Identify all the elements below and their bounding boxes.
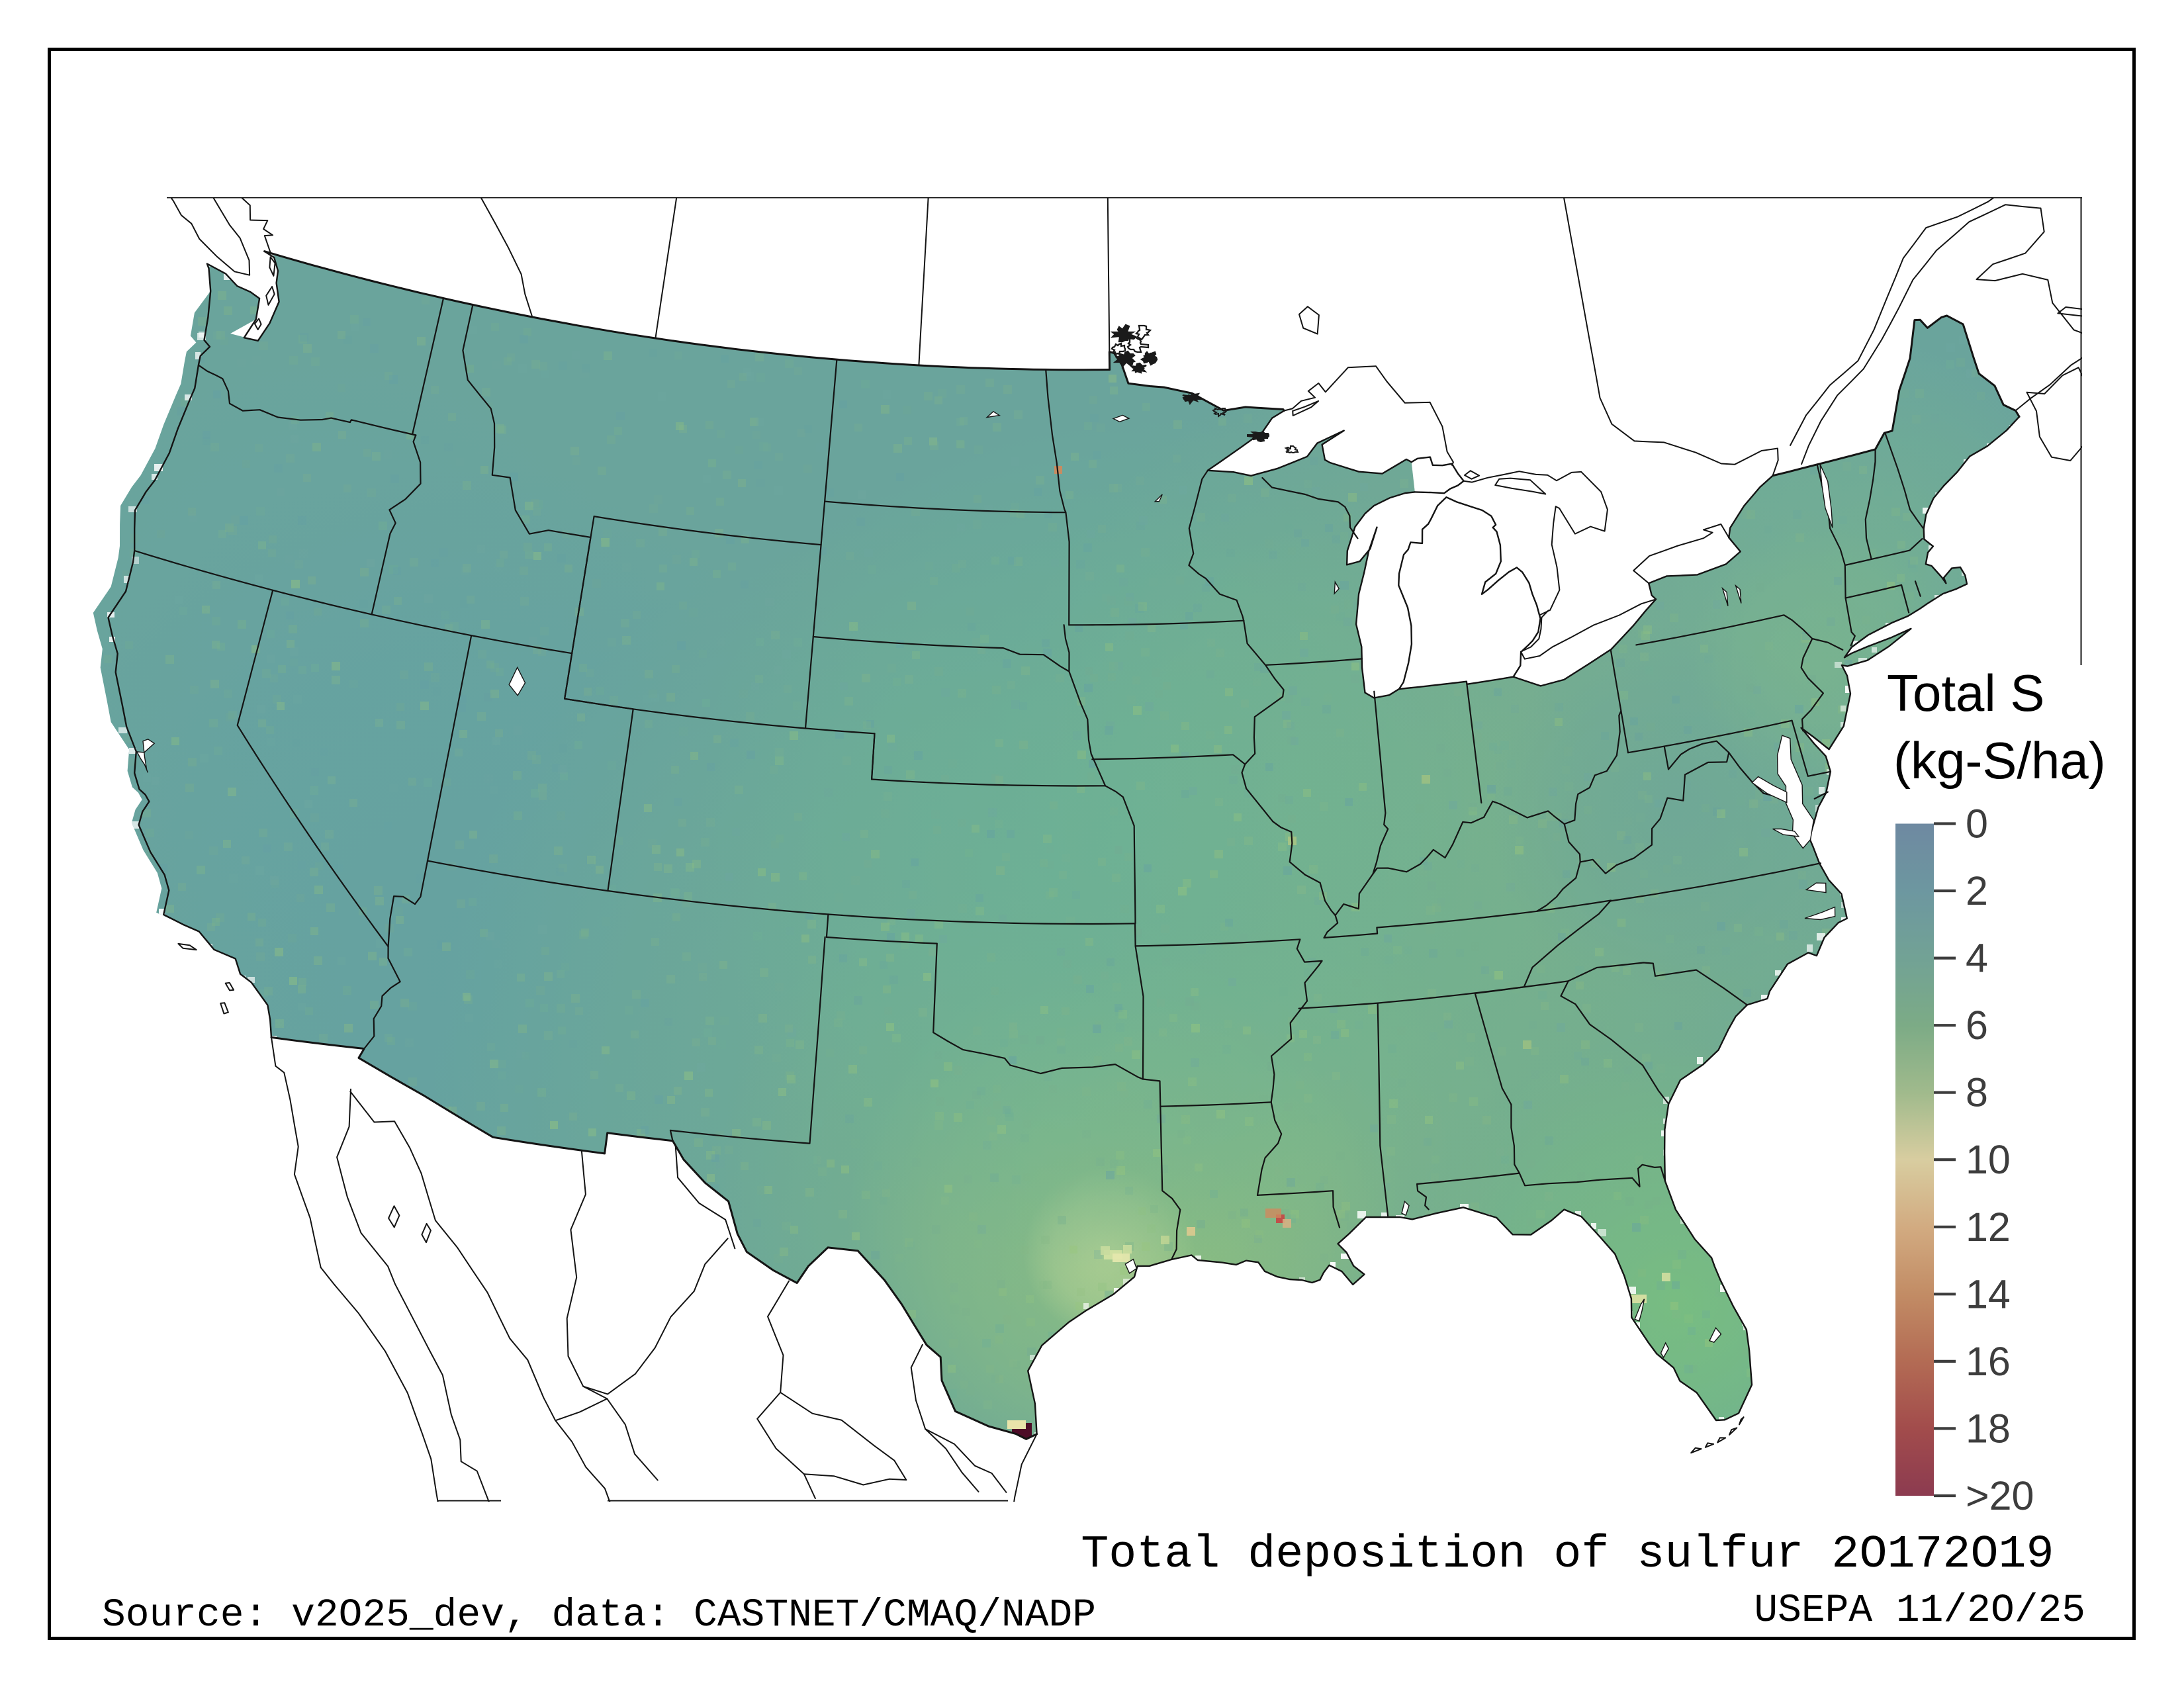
svg-text:(kg-S/ha): (kg-S/ha) xyxy=(1893,731,2106,790)
svg-text:>20: >20 xyxy=(1966,1473,2034,1518)
svg-text:6: 6 xyxy=(1966,1003,1988,1048)
svg-text:0: 0 xyxy=(1966,801,1988,846)
svg-text:Source: v2O25_dev, data: CASTN: Source: v2O25_dev, data: CASTNET/CMAQ/NA… xyxy=(102,1592,1096,1637)
svg-text:8: 8 xyxy=(1966,1070,1988,1115)
svg-text:Total S: Total S xyxy=(1887,664,2044,722)
svg-text:Total deposition of sulfur 2O1: Total deposition of sulfur 2O172O19 xyxy=(1081,1529,2054,1581)
svg-text:4: 4 xyxy=(1966,936,1988,981)
svg-text:USEPA 11/2O/25: USEPA 11/2O/25 xyxy=(1754,1588,2085,1633)
svg-text:16: 16 xyxy=(1966,1339,2011,1384)
svg-text:10: 10 xyxy=(1966,1137,2011,1182)
svg-text:12: 12 xyxy=(1966,1205,2011,1250)
svg-text:14: 14 xyxy=(1966,1271,2011,1316)
svg-text:18: 18 xyxy=(1966,1406,2011,1451)
svg-text:2: 2 xyxy=(1966,868,1988,913)
